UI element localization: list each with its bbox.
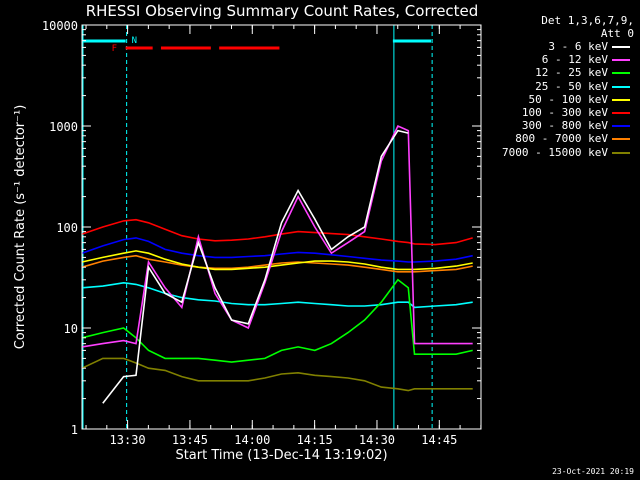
x-tick-label: 13:45 [172,433,208,447]
legend-entry-label: 12 - 25 keV [535,66,608,80]
plot-frame [81,24,482,430]
y-tick-label: 100 [56,221,78,235]
legend-swatch [612,46,630,48]
x-tick-label: 14:30 [359,433,395,447]
series-line-800-7000-kev [81,254,473,273]
series-line-25-50-kev [81,281,473,309]
legend-entry-label: 7000 - 15000 keV [502,145,608,159]
legend-entry: 300 - 800 keV [486,119,634,132]
y-tick-label: 10 [64,322,78,336]
legend-header-line-1: Det 1,3,6,7,9, [541,14,634,27]
x-axis-label: Start Time (13-Dec-14 13:19:02) [175,448,387,463]
annotation-n: N [132,36,137,46]
legend-entry-label: 3 - 6 keV [548,40,608,53]
series-line-3-6-kev [102,129,409,404]
legend-header: Det 1,3,6,7,9, Att 0 [486,14,634,40]
legend-swatch [612,98,630,101]
y-tick-label: 1000 [49,120,78,134]
legend-swatch [612,138,630,141]
annotation-f: F [112,44,117,54]
y-tick-label: 1 [71,423,78,437]
legend-swatch [612,125,630,128]
legend-swatch [612,112,630,114]
series-line-100-300-kev [81,218,473,246]
x-tick-label: 14:45 [421,433,457,447]
footer-date: 23-Oct-2021 20:19 [552,467,634,476]
x-tick-label: 13:30 [110,433,146,447]
legend-entry: 6 - 12 keV [486,53,634,66]
legend-entry-label: 50 - 100 keV [528,92,608,106]
legend-entry: 100 - 300 keV [486,106,634,119]
legend-entry: 25 - 50 keV [486,80,634,93]
series-line-300-800-kev [81,237,473,263]
legend-entry-label: 25 - 50 keV [535,79,608,93]
series-line-7000-15000-kev [81,357,473,392]
series-line-6-12-kev [81,124,473,348]
y-tick-label: 10000 [42,19,78,33]
legend-swatch [612,59,630,62]
chart-title: RHESSI Observing Summary Count Rates, Co… [85,2,479,20]
x-tick-label: 14:15 [297,433,333,447]
series-line-12-25-kev [81,278,473,363]
legend-swatch [612,151,630,154]
legend-header-line-2: Att 0 [600,27,634,40]
y-axis-label: Corrected Count Rate (s⁻¹ detector⁻¹) [13,105,28,350]
legend-entry-label: 100 - 300 keV [521,106,608,119]
legend-swatch [612,72,630,75]
x-tick-label: 14:00 [234,433,270,447]
legend-entry: 800 - 7000 keV [486,132,634,145]
legend-entry-label: 800 - 7000 keV [515,132,608,146]
legend-entry: 12 - 25 keV [486,66,634,79]
legend-entry-label: 6 - 12 keV [541,53,608,67]
legend-entry-label: 300 - 800 keV [521,119,608,133]
legend-entry: 3 - 6 keV [486,40,634,53]
series-line-50-100-kev [81,250,473,271]
legend-swatch [612,85,630,88]
legend-entry: 50 - 100 keV [486,93,634,106]
legend-entry: 7000 - 15000 keV [486,146,634,159]
